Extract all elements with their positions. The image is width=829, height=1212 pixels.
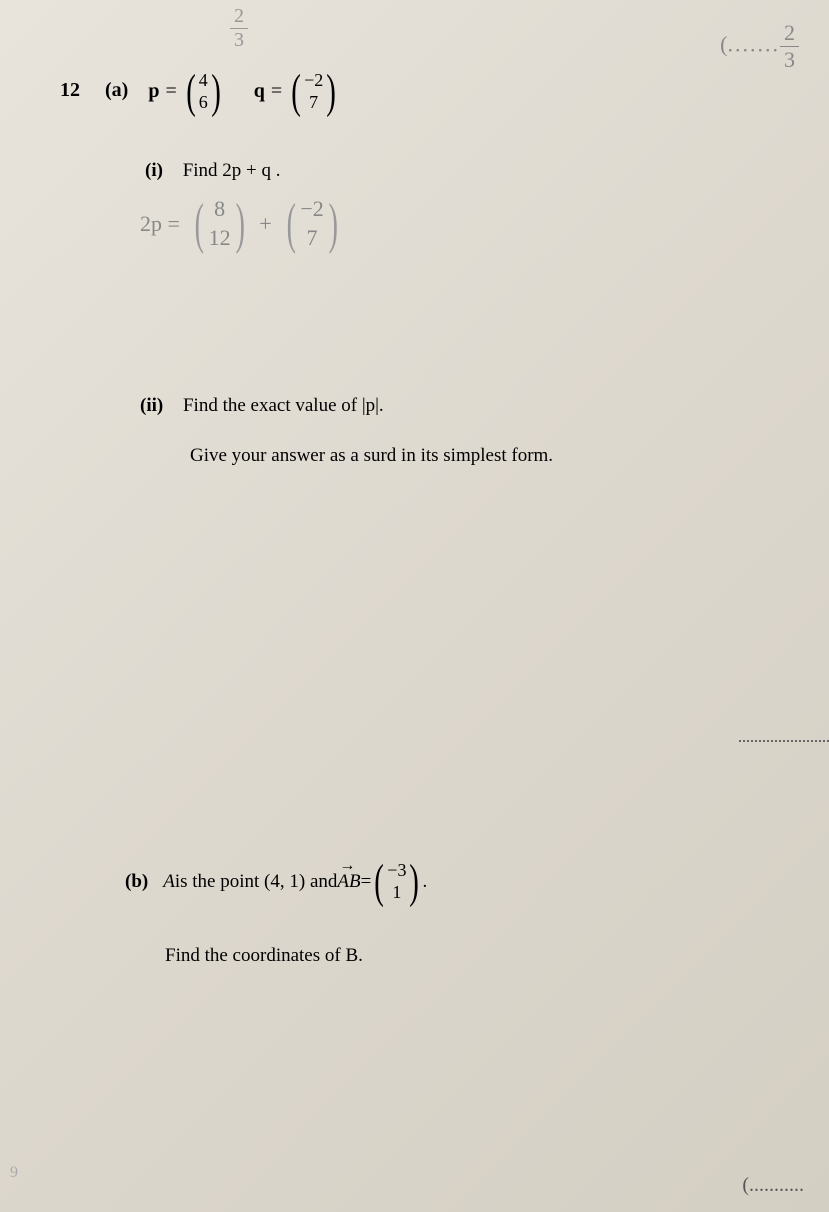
sw-v2-top: −2 (300, 195, 323, 224)
p-right-paren: ) (211, 72, 221, 112)
q-bottom: 7 (309, 92, 318, 114)
part-i: (i) Find 2p + q . (145, 160, 281, 182)
br-dots: ........... (749, 1174, 804, 1196)
exam-page: 2 3 (....... 2 3 12 (a) p = ( 4 6 ) q = (0, 0, 829, 1212)
q-equals: = (271, 80, 282, 103)
question-number: 12 (60, 79, 80, 101)
sw-prefix: 2p = (140, 211, 180, 237)
part-b-equals: = (361, 871, 372, 893)
student-work-2p: 2p = ( 8 12 ) + ( −2 7 ) (140, 195, 342, 252)
vec-AB: AB (337, 871, 360, 893)
ab-top: −3 (387, 860, 406, 882)
sw-v1-bot: 12 (209, 224, 231, 253)
part-b-subtext: Find the coordinates of B. (165, 945, 363, 967)
vector-q-definition: q = ( −2 7 ) (254, 70, 340, 113)
top-frac-num: 2 (230, 5, 248, 29)
sw-v1-rp: ) (235, 200, 244, 248)
ab-rp: ) (410, 862, 420, 902)
q-vector-content: −2 7 (304, 70, 323, 113)
sw-v2-rp: ) (328, 200, 337, 248)
top-right-dots: ....... (728, 32, 781, 57)
part-ii-sub: Give your answer as a surd in its simple… (190, 445, 553, 467)
p-left-paren: ( (186, 72, 196, 112)
ab-bot: 1 (392, 882, 401, 904)
bottom-left-mark: 9 (10, 1164, 18, 1182)
sw-vec1: ( 8 12 ) (190, 195, 249, 252)
q-vector-paren: ( −2 7 ) (288, 70, 339, 113)
br-paren: ( (742, 1174, 749, 1196)
part-b-mid: is the point (4, 1) and (175, 871, 338, 893)
vector-p-definition: p = ( 4 6 ) (148, 70, 223, 113)
top-right-frac-den: 3 (780, 47, 799, 73)
sw-v1-top: 8 (214, 195, 225, 224)
part-b: (b) A is the point (4, 1) and AB = ( −3 … (125, 860, 427, 903)
part-a-label: (a) (105, 79, 128, 101)
p-label: p (148, 80, 159, 103)
sw-vec2: ( −2 7 ) (282, 195, 343, 252)
part-i-label: (i) (145, 160, 163, 181)
part-ii-text1: Find the exact value of |p|. (183, 395, 384, 416)
p-vector-paren: ( 4 6 ) (183, 70, 224, 113)
part-b-A: A (163, 871, 175, 893)
q-right-paren: ) (326, 72, 336, 112)
ab-vector-paren: ( −3 1 ) (371, 860, 422, 903)
top-frac-den: 3 (230, 29, 248, 52)
p-top: 4 (199, 70, 208, 92)
p-bottom: 6 (199, 92, 208, 114)
part-i-text: Find 2p + q . (183, 160, 281, 181)
q-top: −2 (304, 70, 323, 92)
ab-content: −3 1 (387, 860, 406, 903)
part-b-label: (b) (125, 871, 148, 893)
part-b-sub-text: Find the coordinates of B. (165, 945, 363, 966)
sw-v1-lp: ( (195, 200, 204, 248)
top-right-fraction: 2 3 (780, 20, 799, 73)
sw-v1-content: 8 12 (209, 195, 231, 252)
top-right-paren: ( (720, 32, 727, 57)
sw-v2-lp: ( (286, 200, 295, 248)
ab-lp: ( (375, 862, 385, 902)
q-left-paren: ( (291, 72, 301, 112)
answer-dotted-line-1 (739, 740, 829, 742)
part-ii-label: (ii) (140, 395, 163, 416)
sw-plus: + (259, 211, 271, 237)
sw-v2-bot: 7 (307, 224, 318, 253)
sw-v2-content: −2 7 (300, 195, 323, 252)
part-b-period: . (422, 871, 427, 893)
q-label: q (254, 80, 265, 103)
top-right-annotation: (....... 2 3 (720, 20, 799, 73)
p-equals: = (165, 80, 176, 103)
top-right-frac-num: 2 (780, 20, 799, 47)
question-12-header: 12 (a) p = ( 4 6 ) q = ( −2 7 (60, 70, 339, 113)
bottom-right-answer-line: (........... (742, 1174, 804, 1197)
part-ii: (ii) Find the exact value of |p|. (140, 395, 384, 417)
p-vector-content: 4 6 (199, 70, 208, 113)
top-fraction-scribble: 2 3 (230, 5, 248, 52)
